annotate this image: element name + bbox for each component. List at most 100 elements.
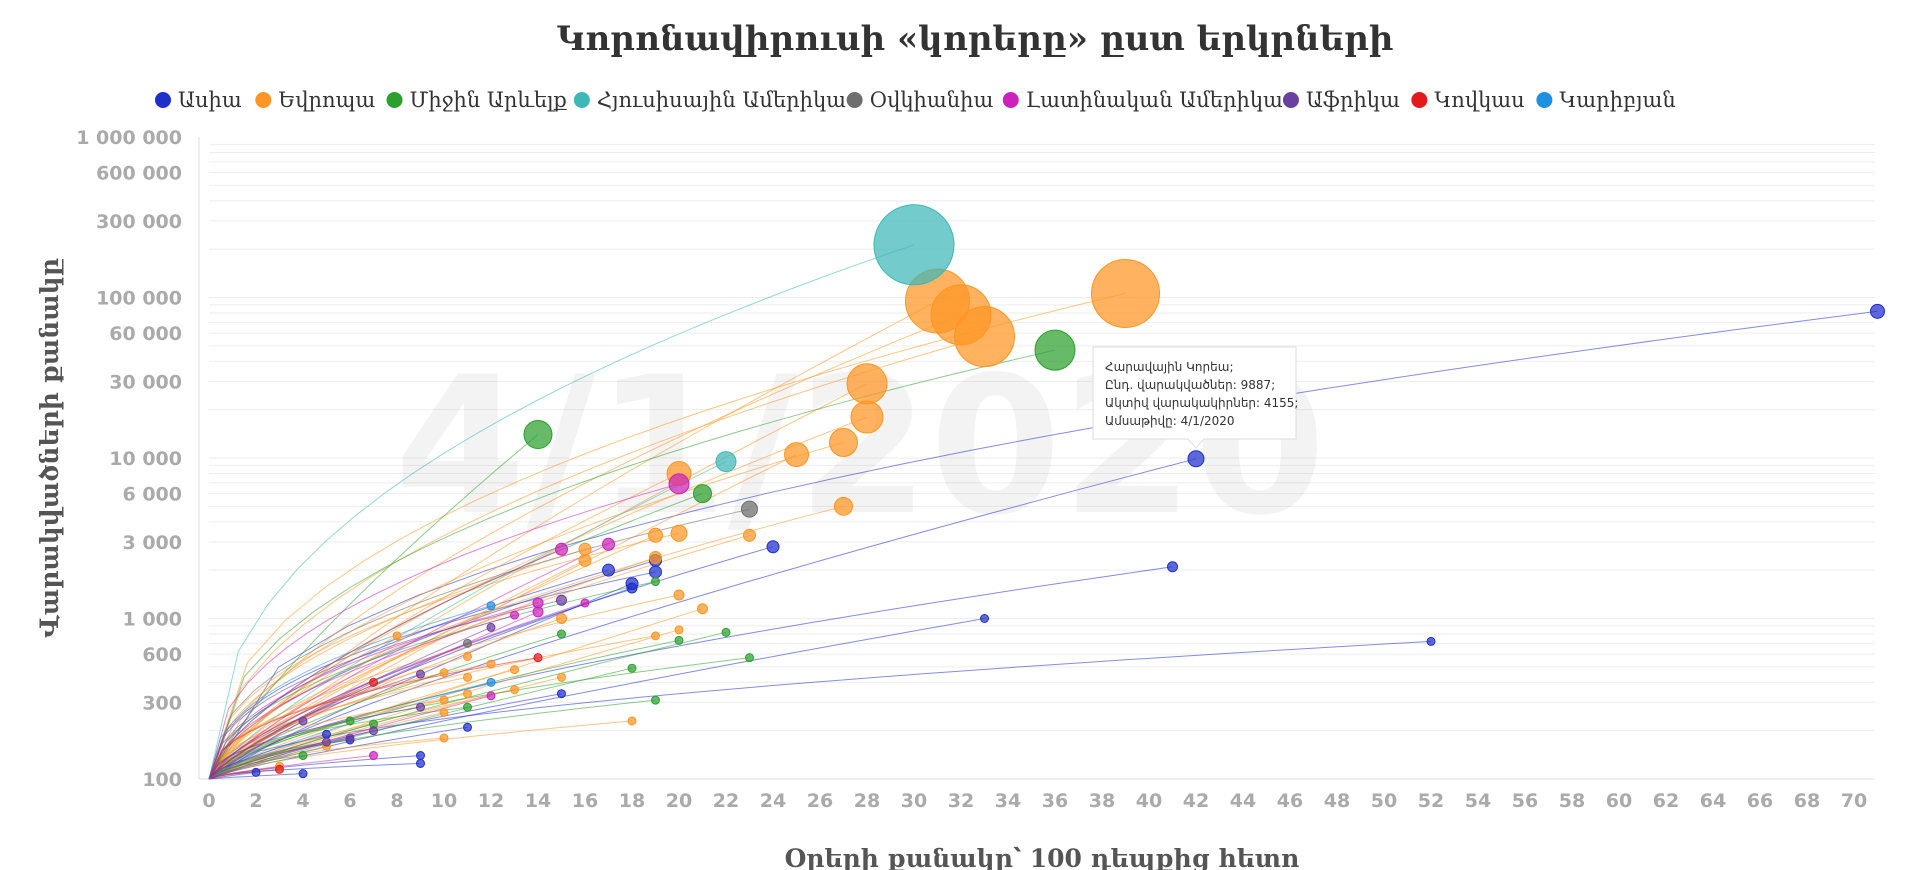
data-point[interactable] <box>850 400 884 434</box>
data-point[interactable] <box>392 631 402 641</box>
data-point[interactable] <box>322 737 331 747</box>
data-point[interactable] <box>578 542 592 556</box>
data-point[interactable] <box>463 638 472 648</box>
data-point[interactable] <box>1034 329 1076 371</box>
data-point[interactable] <box>743 528 756 542</box>
data-point[interactable] <box>602 563 615 577</box>
data-point[interactable] <box>784 442 809 468</box>
data-point[interactable] <box>651 695 660 705</box>
data-point[interactable] <box>251 767 261 777</box>
data-point[interactable] <box>486 622 496 632</box>
data-point[interactable] <box>580 598 590 608</box>
data-point[interactable] <box>463 702 472 712</box>
data-point[interactable] <box>532 606 544 618</box>
data-point[interactable] <box>668 473 690 495</box>
legend-item[interactable]: Օվկիանիա <box>846 88 994 112</box>
data-point[interactable] <box>697 603 708 615</box>
data-point[interactable] <box>627 716 637 726</box>
chart-title: Կորոնավիրուսի «կորերը» ըստ երկրների <box>557 19 1394 59</box>
data-point[interactable] <box>1167 561 1178 573</box>
data-point[interactable] <box>674 635 684 645</box>
data-point[interactable] <box>556 594 567 606</box>
data-point[interactable] <box>533 653 543 663</box>
data-point[interactable] <box>298 716 308 726</box>
legend-item[interactable]: Հյուսիսային Ամերիկա <box>573 88 846 112</box>
data-point[interactable] <box>766 540 780 554</box>
data-point[interactable] <box>463 651 472 661</box>
data-point[interactable] <box>1426 636 1436 646</box>
data-point[interactable] <box>369 751 378 761</box>
data-point[interactable] <box>1187 450 1205 468</box>
data-point[interactable] <box>555 542 568 556</box>
data-point[interactable] <box>416 702 425 712</box>
data-point[interactable] <box>557 672 566 682</box>
data-point[interactable] <box>275 764 284 774</box>
data-point[interactable] <box>345 716 355 726</box>
data-point[interactable] <box>463 689 472 699</box>
legend-item[interactable]: Միջին Արևելք <box>386 88 568 112</box>
data-point[interactable] <box>673 589 685 601</box>
legend-item[interactable]: Կովկաս <box>1411 88 1525 112</box>
data-point[interactable] <box>416 758 425 768</box>
data-point[interactable] <box>873 204 955 286</box>
data-point[interactable] <box>369 726 378 736</box>
legend-item[interactable]: Ասիա <box>155 88 242 112</box>
data-point[interactable] <box>670 524 688 542</box>
data-point[interactable] <box>416 751 425 761</box>
data-point[interactable] <box>557 629 566 639</box>
data-point[interactable] <box>693 484 712 504</box>
x-tick-label: 50 <box>1371 790 1397 812</box>
data-point[interactable] <box>556 613 567 624</box>
data-point[interactable] <box>439 695 449 705</box>
data-point[interactable] <box>626 582 638 594</box>
data-point[interactable] <box>1870 303 1885 319</box>
data-point[interactable] <box>523 420 553 450</box>
legend-item[interactable]: Աֆրիկա <box>1282 88 1400 112</box>
x-tick-label: 40 <box>1136 790 1162 812</box>
data-point[interactable] <box>486 677 496 687</box>
data-point[interactable] <box>834 496 853 516</box>
data-point[interactable] <box>651 631 660 641</box>
data-point[interactable] <box>416 669 425 679</box>
data-point[interactable] <box>721 627 731 637</box>
points <box>251 204 1885 779</box>
data-point[interactable] <box>439 707 449 717</box>
data-point[interactable] <box>649 565 662 579</box>
data-point[interactable] <box>954 306 1015 368</box>
data-point[interactable] <box>486 659 496 669</box>
data-point[interactable] <box>439 668 449 678</box>
data-point[interactable] <box>648 527 663 543</box>
data-point[interactable] <box>486 601 496 611</box>
x-tick-label: 42 <box>1183 790 1209 812</box>
data-point[interactable] <box>369 677 378 687</box>
data-point[interactable] <box>578 553 592 567</box>
data-point[interactable] <box>510 610 519 620</box>
legend-marker <box>573 92 590 108</box>
data-point[interactable] <box>463 722 472 732</box>
data-point[interactable] <box>1091 258 1160 328</box>
data-point[interactable] <box>298 769 308 779</box>
data-point[interactable] <box>557 689 566 699</box>
data-point[interactable] <box>439 733 449 743</box>
data-point[interactable] <box>715 451 737 473</box>
legend-item[interactable]: Եվրոպա <box>255 88 375 112</box>
data-point[interactable] <box>463 672 472 682</box>
data-point[interactable] <box>846 363 888 405</box>
data-point[interactable] <box>345 733 355 743</box>
data-point[interactable] <box>510 685 519 695</box>
legend-item[interactable]: Լատինական Ամերիկա <box>1002 88 1283 112</box>
data-point[interactable] <box>649 550 662 564</box>
data-point[interactable] <box>298 751 308 761</box>
data-point[interactable] <box>651 577 660 587</box>
legend-item[interactable]: Կարիբյան <box>1536 88 1676 112</box>
data-point[interactable] <box>510 665 519 675</box>
data-point[interactable] <box>745 653 754 663</box>
data-point[interactable] <box>627 663 637 673</box>
data-point[interactable] <box>602 537 615 551</box>
data-point[interactable] <box>741 500 758 518</box>
data-point[interactable] <box>486 691 496 701</box>
data-point[interactable] <box>829 427 858 457</box>
data-point[interactable] <box>980 614 989 623</box>
data-point[interactable] <box>674 625 684 635</box>
data-point[interactable] <box>322 729 331 739</box>
